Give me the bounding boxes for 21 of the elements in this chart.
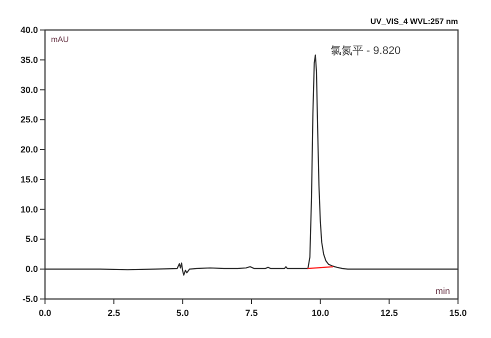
y-tick-label: 20.0 <box>20 144 38 155</box>
y-tick-label: 10.0 <box>20 204 38 214</box>
y-tick-label: 30.0 <box>20 84 38 95</box>
x-tick-label: 5.0 <box>176 308 189 318</box>
y-axis-title: mAU <box>51 35 69 44</box>
x-tick-label: 2.5 <box>108 308 120 318</box>
y-tick-label: 40.0 <box>20 25 38 35</box>
chart-title: UV_VIS_4 WVL:257 nm <box>370 17 458 26</box>
x-tick-label: 10.0 <box>312 308 330 318</box>
x-tick-label: 7.5 <box>245 308 258 318</box>
y-tick-label: 5.0 <box>25 234 38 244</box>
y-tick-label: 15.0 <box>20 174 38 184</box>
x-axis-title: min <box>435 286 450 296</box>
y-tick-label: 35.0 <box>20 54 38 65</box>
y-tick-label: 25.0 <box>20 114 38 125</box>
y-tick-label: 0.0 <box>25 264 38 274</box>
x-tick-label: 0.0 <box>38 308 52 318</box>
y-tick-label: -5.0 <box>22 294 38 304</box>
x-tick-label: 15.0 <box>449 308 467 318</box>
annotation: 氯氮平 - 9.820 <box>330 45 401 58</box>
x-tick-label: 12.5 <box>380 308 398 318</box>
